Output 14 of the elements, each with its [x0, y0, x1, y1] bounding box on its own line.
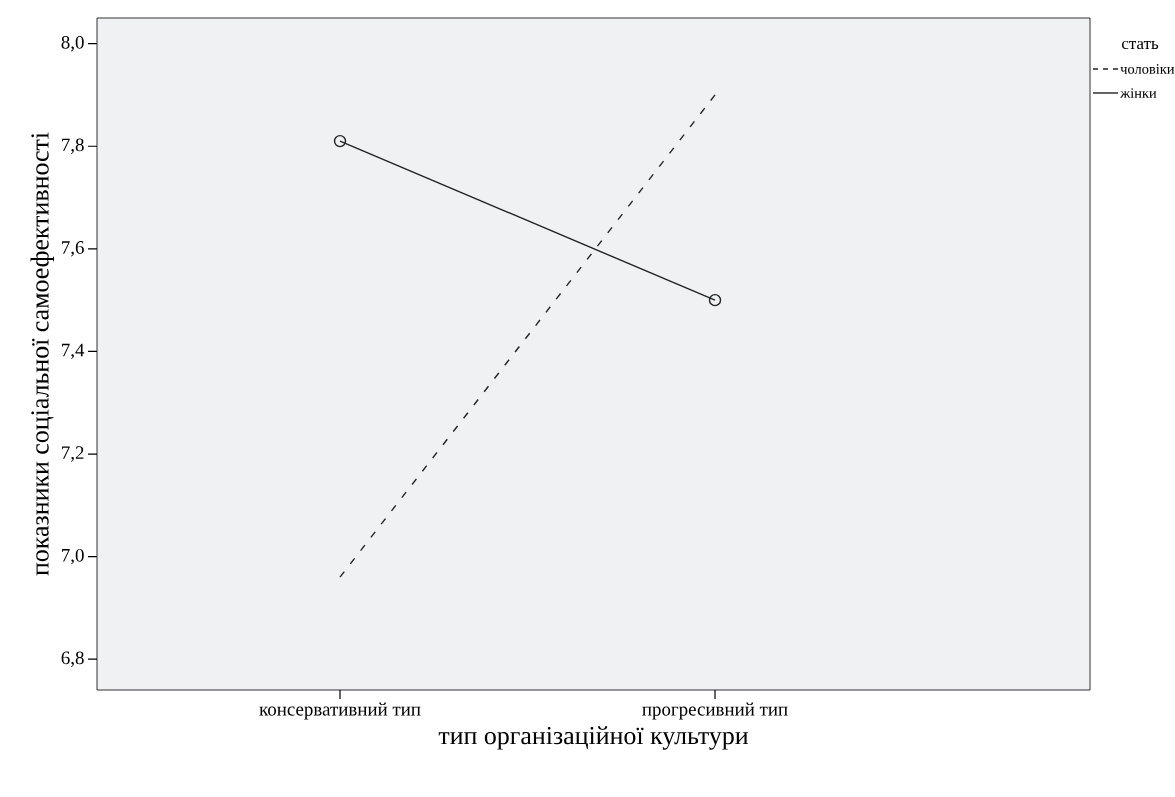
legend-title: стать — [1121, 40, 1159, 50]
y-tick-label: 6,8 — [61, 651, 84, 667]
legend-label: чоловіки — [1120, 64, 1175, 74]
y-tick-label: 7,0 — [62, 548, 84, 565]
y-tick-label: 7,6 — [62, 241, 84, 257]
x-axis-title: тип організаційної культури — [438, 726, 749, 750]
y-axis-title: показники соціальної самоефективності — [30, 132, 54, 576]
x-tick-label: консервативний тип — [259, 702, 421, 720]
y-tick-label: 7,8 — [62, 138, 84, 154]
legend-label: жінки — [1120, 88, 1157, 98]
x-tick-label: прогресивний тип — [642, 702, 788, 720]
y-tick-label: 7,2 — [62, 446, 84, 462]
y-tick-label: 7,4 — [62, 343, 85, 360]
y-tick-label: 8,0 — [61, 35, 84, 52]
